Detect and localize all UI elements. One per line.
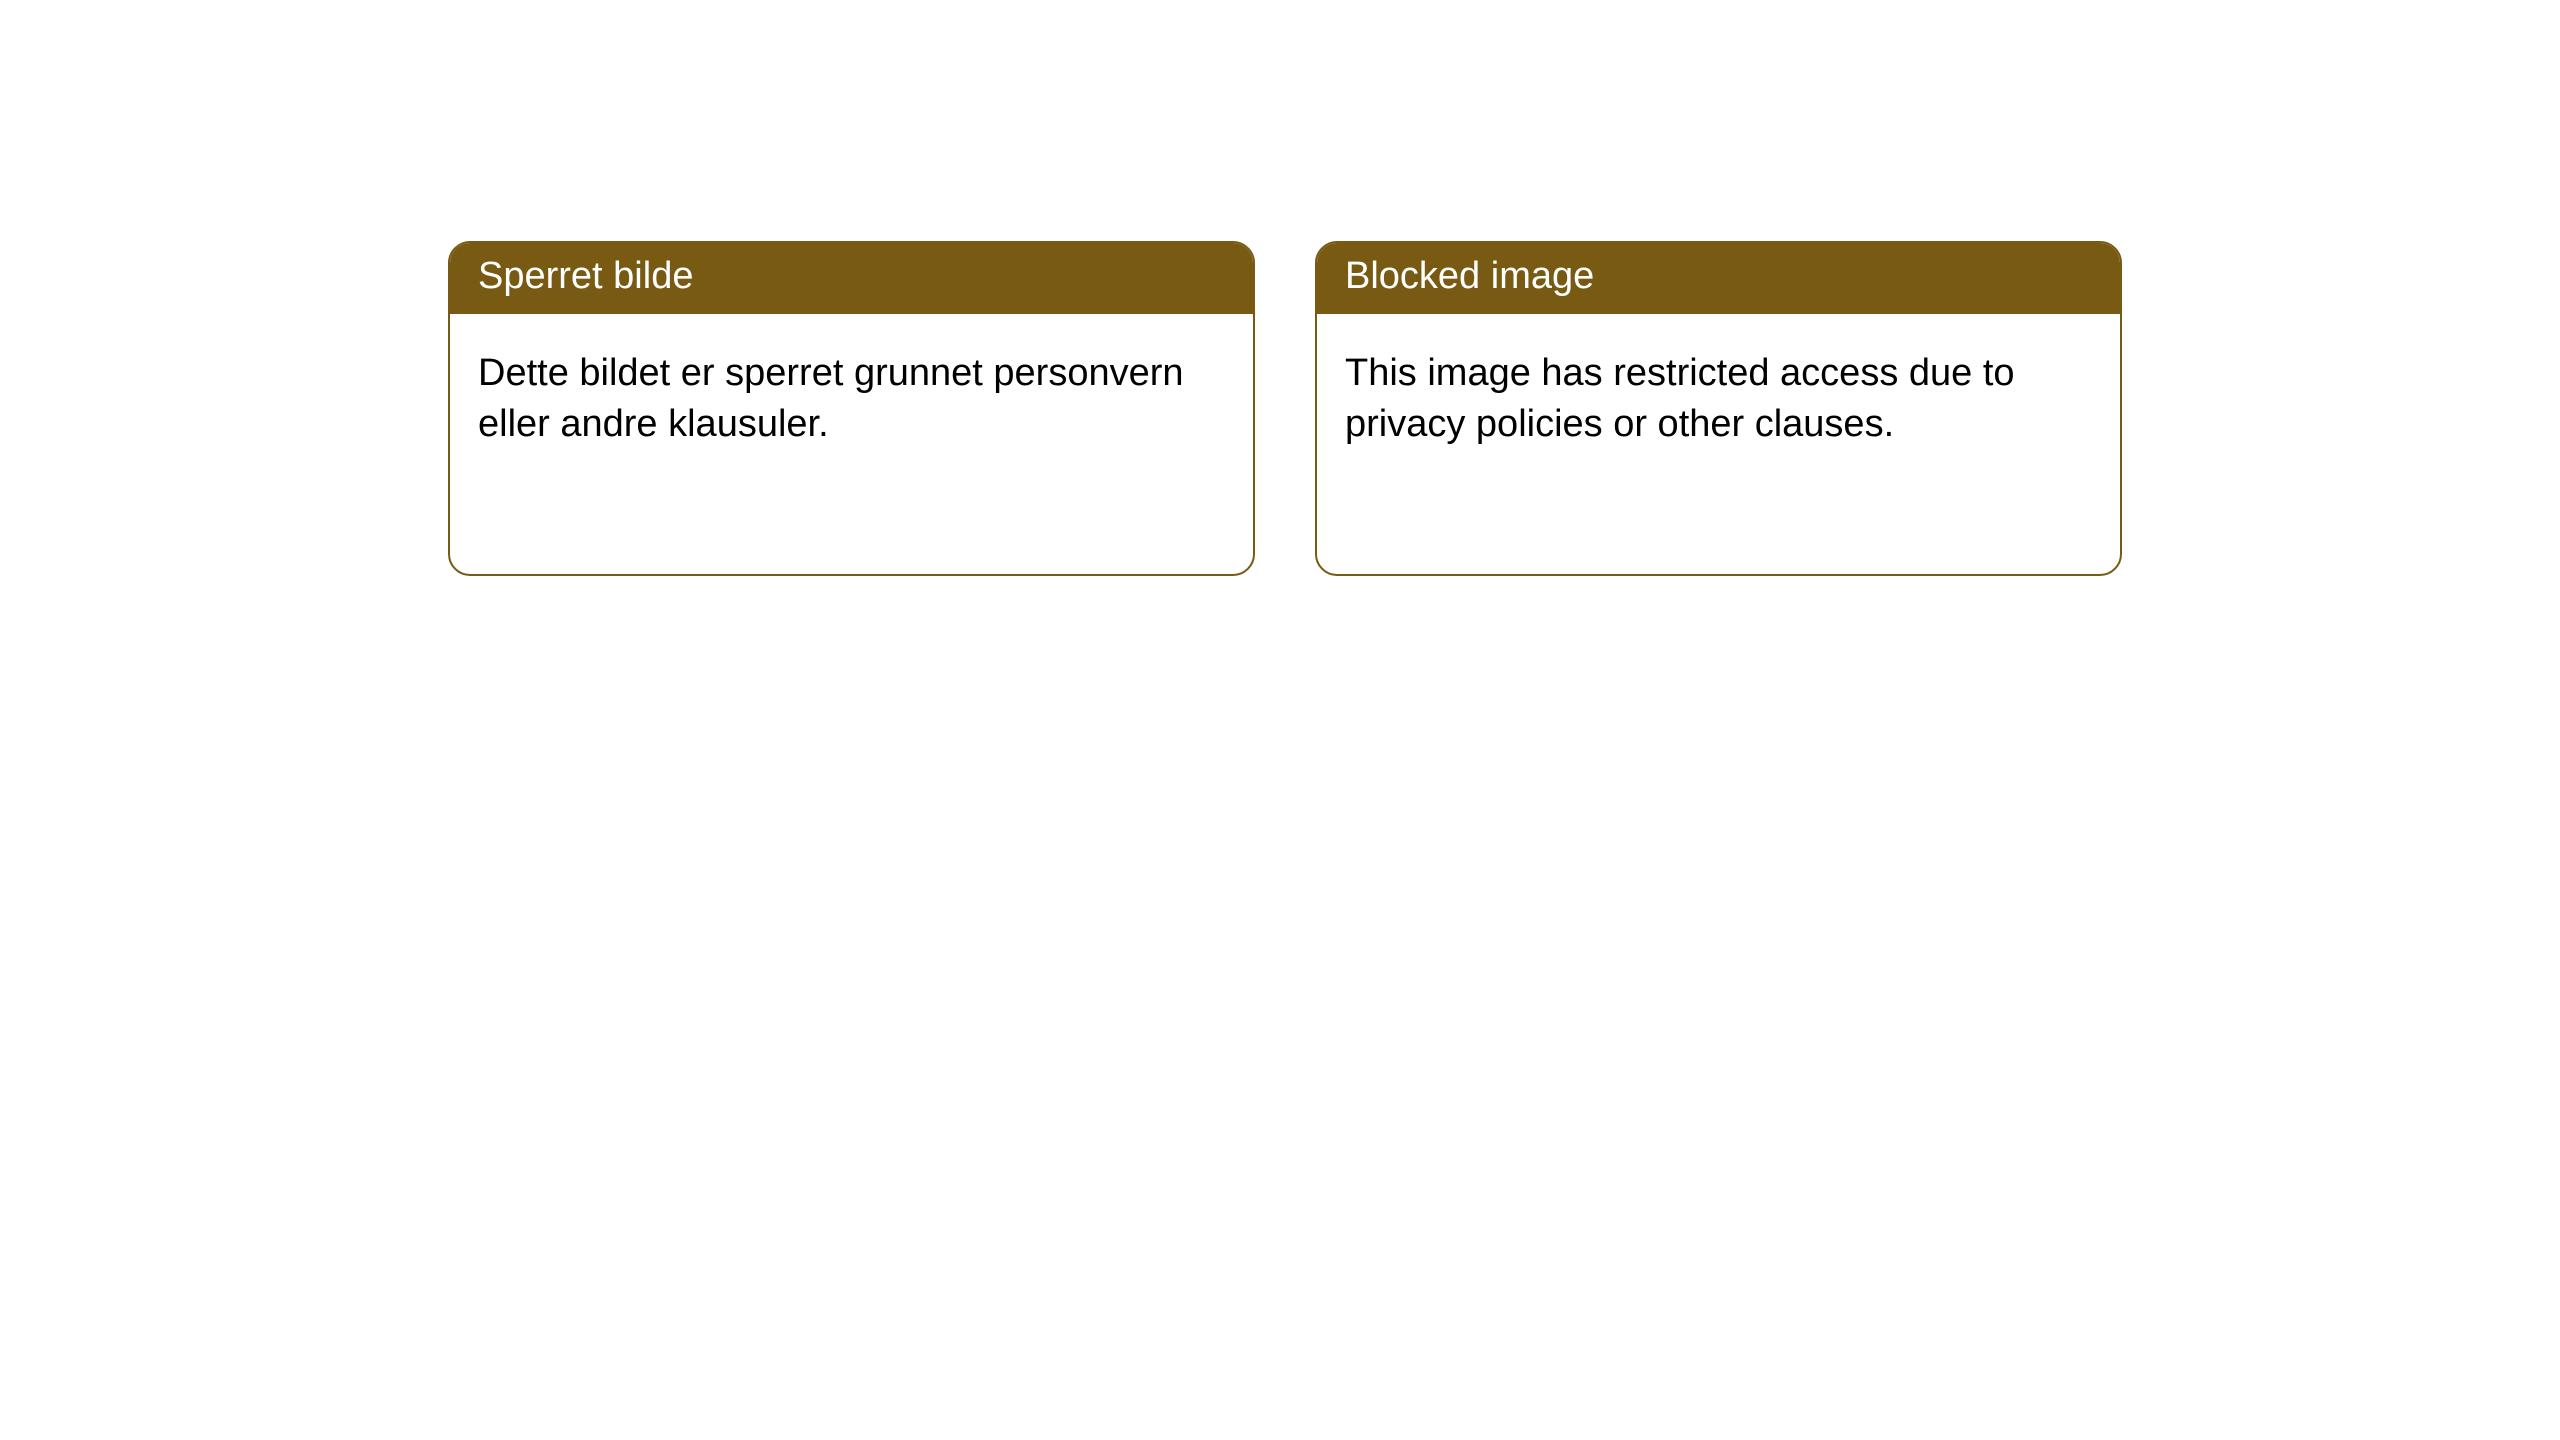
- notice-title: Sperret bilde: [450, 243, 1253, 314]
- notice-body-text: This image has restricted access due to …: [1317, 314, 2120, 451]
- notice-body-text: Dette bildet er sperret grunnet personve…: [450, 314, 1253, 451]
- notice-card-norwegian: Sperret bilde Dette bildet er sperret gr…: [448, 241, 1255, 576]
- notice-cards-container: Sperret bilde Dette bildet er sperret gr…: [448, 241, 2122, 576]
- notice-title: Blocked image: [1317, 243, 2120, 314]
- notice-card-english: Blocked image This image has restricted …: [1315, 241, 2122, 576]
